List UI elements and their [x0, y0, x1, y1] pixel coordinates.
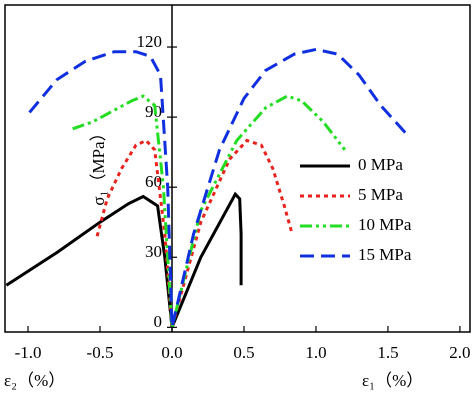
- series-line: [28, 47, 410, 328]
- legend-label: 5 MPa: [358, 185, 403, 204]
- x-axis-label-left: ε₂（%）: [4, 371, 65, 390]
- series-line: [95, 138, 293, 328]
- series-line: [5, 191, 243, 328]
- x-tick-label: 2.0: [449, 343, 470, 362]
- x-tick-label: 1.5: [377, 343, 398, 362]
- legend-label: 15 MPa: [358, 245, 412, 264]
- y-tick-label: 120: [136, 32, 162, 51]
- y-tick-label: 30: [145, 242, 162, 261]
- x-tick-label: -0.5: [87, 343, 114, 362]
- legend-label: 0 MPa: [358, 155, 403, 174]
- x-axis-label-right: ε₁（%）: [362, 371, 423, 390]
- y-axis-label: σ₁（MPa）: [89, 124, 108, 205]
- legend-label: 10 MPa: [358, 215, 412, 234]
- x-tick-label: 0.5: [233, 343, 254, 362]
- x-tick-label: -1.0: [15, 343, 42, 362]
- y-tick-label: 90: [145, 102, 162, 121]
- plot-frame: [4, 4, 471, 333]
- x-tick-label: 1.0: [305, 343, 326, 362]
- x-tick-label: 0.0: [161, 343, 182, 362]
- y-tick-label: 0: [153, 312, 162, 331]
